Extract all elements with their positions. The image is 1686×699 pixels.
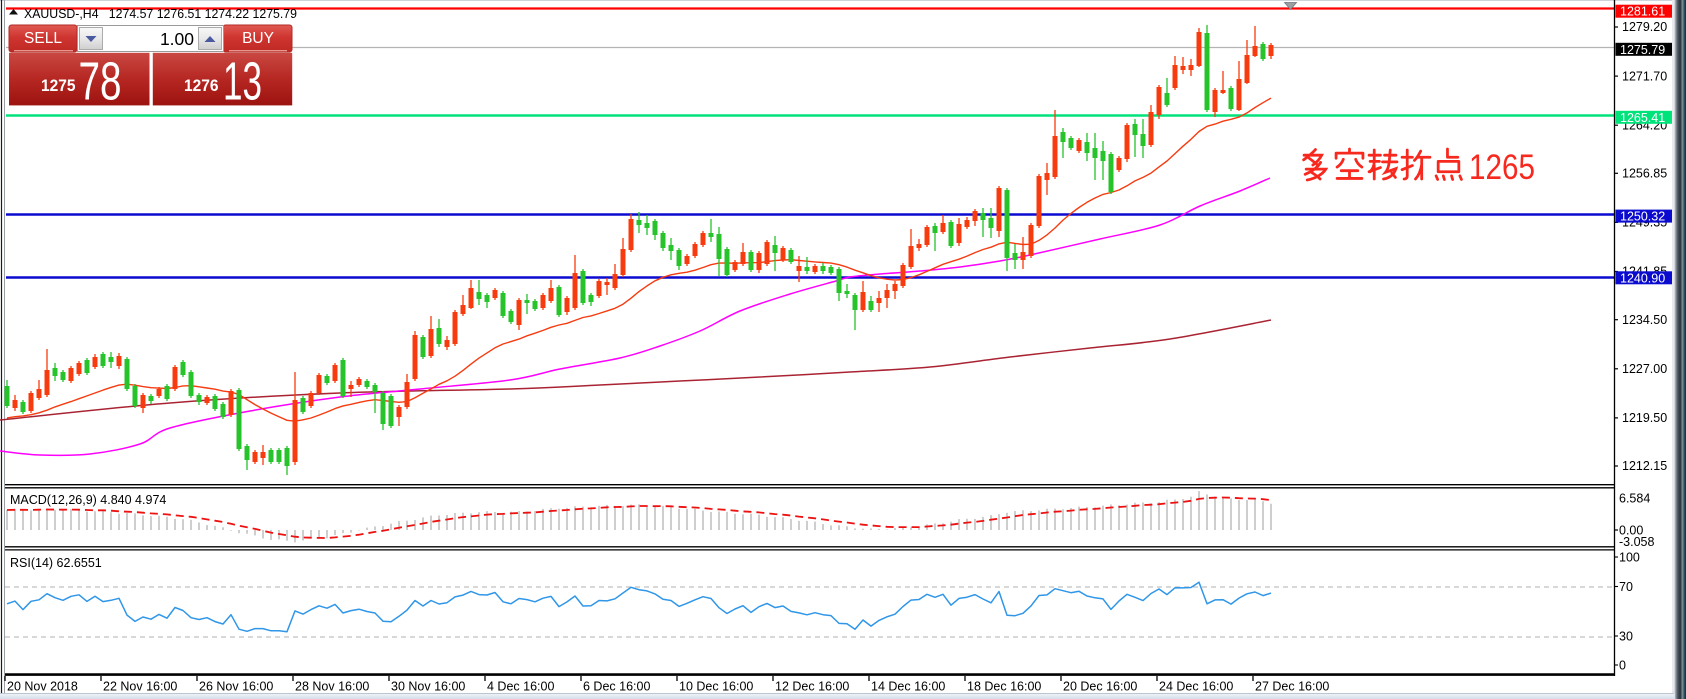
svg-text:1240.90: 1240.90	[1620, 271, 1665, 285]
svg-text:1281.61: 1281.61	[1620, 5, 1665, 19]
svg-text:20 Dec 16:00: 20 Dec 16:00	[1063, 680, 1137, 694]
svg-text:30: 30	[1619, 629, 1633, 643]
svg-text:100: 100	[1619, 550, 1640, 564]
svg-text:24 Dec 16:00: 24 Dec 16:00	[1159, 680, 1233, 694]
svg-text:13: 13	[223, 52, 262, 112]
svg-text:SELL: SELL	[24, 30, 62, 47]
svg-text:1212.15: 1212.15	[1622, 459, 1667, 473]
svg-text:1227.00: 1227.00	[1622, 362, 1667, 376]
svg-text:1275: 1275	[41, 77, 76, 95]
svg-text:78: 78	[79, 52, 122, 112]
svg-text:1.00: 1.00	[160, 29, 194, 49]
svg-text:1275.79: 1275.79	[1620, 43, 1665, 57]
svg-text:1265.41: 1265.41	[1620, 111, 1665, 125]
svg-text:1256.85: 1256.85	[1622, 167, 1667, 181]
svg-text:MACD(12,26,9) 4.840 4.974: MACD(12,26,9) 4.840 4.974	[10, 493, 166, 507]
svg-text:20 Nov 2018: 20 Nov 2018	[7, 680, 78, 694]
svg-text:-3.058: -3.058	[1619, 535, 1654, 549]
svg-text:0: 0	[1619, 658, 1626, 672]
svg-text:1271.70: 1271.70	[1622, 69, 1667, 83]
svg-text:10 Dec 16:00: 10 Dec 16:00	[679, 680, 753, 694]
svg-text:22 Nov 16:00: 22 Nov 16:00	[103, 680, 177, 694]
svg-text:70: 70	[1619, 580, 1633, 594]
svg-text:6.584: 6.584	[1619, 491, 1650, 505]
svg-text:1265: 1265	[1469, 148, 1535, 187]
svg-text:1279.20: 1279.20	[1622, 20, 1667, 34]
svg-text:XAUUSD-,H4 1274.57 1276.51 1: XAUUSD-,H4 1274.57 1276.51 1274.22 1275.…	[24, 6, 297, 21]
svg-text:RSI(14) 62.6551: RSI(14) 62.6551	[10, 556, 102, 570]
svg-text:18 Dec 16:00: 18 Dec 16:00	[967, 680, 1041, 694]
svg-text:1219.50: 1219.50	[1622, 411, 1667, 425]
svg-text:14 Dec 16:00: 14 Dec 16:00	[871, 680, 945, 694]
svg-text:1234.50: 1234.50	[1622, 313, 1667, 327]
svg-text:28 Nov 16:00: 28 Nov 16:00	[295, 680, 369, 694]
svg-text:27 Dec 16:00: 27 Dec 16:00	[1255, 680, 1329, 694]
svg-text:4 Dec 16:00: 4 Dec 16:00	[487, 680, 554, 694]
svg-text:1250.32: 1250.32	[1620, 210, 1665, 224]
svg-text:6 Dec 16:00: 6 Dec 16:00	[583, 680, 650, 694]
svg-text:0.00: 0.00	[1619, 523, 1643, 537]
svg-text:26 Nov 16:00: 26 Nov 16:00	[199, 680, 273, 694]
svg-text:12 Dec 16:00: 12 Dec 16:00	[775, 680, 849, 694]
svg-text:BUY: BUY	[242, 30, 274, 47]
svg-text:1276: 1276	[184, 77, 219, 95]
svg-text:30 Nov 16:00: 30 Nov 16:00	[391, 680, 465, 694]
